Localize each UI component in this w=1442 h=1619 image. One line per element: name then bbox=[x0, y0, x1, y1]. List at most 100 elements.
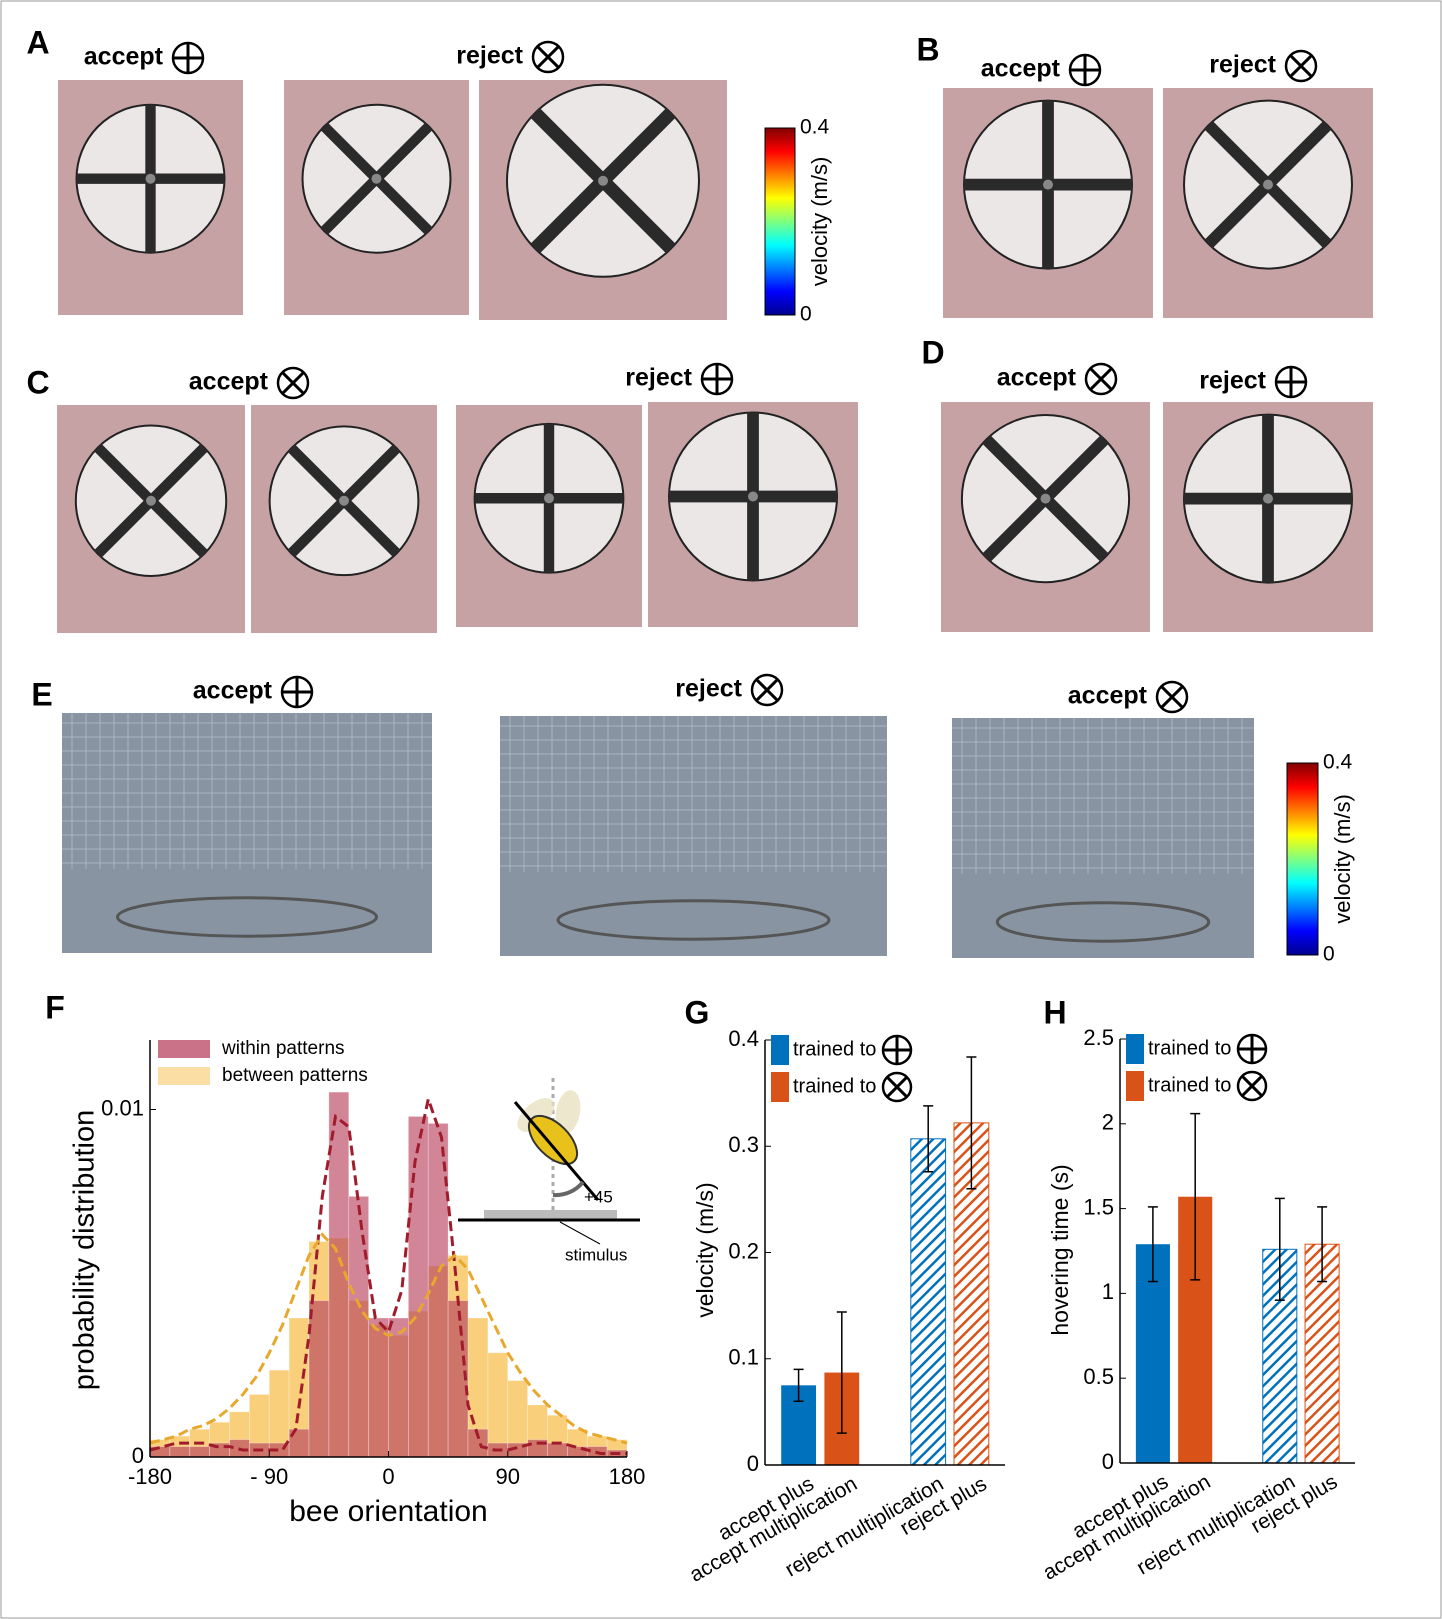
y-tick-label: 2.5 bbox=[1083, 1025, 1114, 1050]
stimulus-center bbox=[339, 496, 349, 506]
cross-icon bbox=[752, 675, 782, 705]
hist-bar bbox=[488, 1353, 508, 1457]
stimulus-center bbox=[1043, 180, 1053, 190]
panel-label: A bbox=[26, 24, 49, 60]
photo bbox=[943, 88, 1153, 318]
photo bbox=[284, 80, 469, 315]
y-tick-label: 0 bbox=[1102, 1449, 1114, 1474]
y-axis-label: hovering time (s) bbox=[1047, 1164, 1073, 1335]
stimulus-center bbox=[372, 174, 382, 184]
y-tick-label: 0 bbox=[747, 1451, 759, 1476]
legend-swatch bbox=[771, 1035, 789, 1065]
panel-title: accept bbox=[84, 43, 164, 71]
stimulus-center bbox=[146, 174, 156, 184]
legend-label: trained to bbox=[1148, 1037, 1231, 1059]
plus-icon bbox=[1238, 1035, 1266, 1063]
photo bbox=[456, 405, 642, 627]
y-tick-label: 0 bbox=[132, 1443, 144, 1468]
colorbar-tick-label: 0.4 bbox=[800, 116, 830, 139]
cross-icon bbox=[1157, 682, 1187, 712]
photo bbox=[1163, 402, 1373, 632]
plus-icon bbox=[702, 364, 732, 394]
photo bbox=[58, 80, 243, 315]
panel-title: accept bbox=[1068, 682, 1148, 710]
plus-icon bbox=[1070, 55, 1100, 85]
photo bbox=[941, 402, 1150, 632]
hist-bar bbox=[408, 1116, 428, 1457]
photo bbox=[1163, 88, 1373, 318]
panel-label: F bbox=[45, 989, 65, 1025]
stimulus-center bbox=[598, 176, 608, 186]
y-tick-label: 0.5 bbox=[1083, 1364, 1114, 1389]
x-tick-label: 180 bbox=[609, 1464, 646, 1489]
panel-label: H bbox=[1043, 994, 1066, 1030]
colorbar-tick-label: 0 bbox=[800, 303, 812, 326]
panel-title: accept bbox=[193, 677, 273, 705]
stimulus-center bbox=[1263, 180, 1273, 190]
y-tick-label: 0.01 bbox=[101, 1095, 144, 1120]
y-tick-label: 1 bbox=[1102, 1279, 1114, 1304]
panel-title: reject bbox=[456, 42, 523, 70]
panel-title: reject bbox=[625, 364, 692, 392]
panel-title: accept bbox=[189, 368, 269, 396]
y-tick-label: 0.2 bbox=[728, 1238, 759, 1263]
stimulus-center bbox=[544, 493, 554, 503]
panel-label: G bbox=[685, 994, 710, 1030]
plus-icon bbox=[173, 43, 203, 73]
cross-icon bbox=[883, 1073, 911, 1101]
y-axis-label: probability distribution bbox=[69, 1110, 101, 1390]
plus-icon bbox=[1276, 367, 1306, 397]
colorbar bbox=[1287, 763, 1318, 955]
hist-bar bbox=[369, 1318, 389, 1457]
x-tick-label: - 90 bbox=[250, 1464, 288, 1489]
hist-bar bbox=[190, 1447, 210, 1457]
x-tick-label: 90 bbox=[496, 1464, 520, 1489]
panel-label: B bbox=[916, 31, 939, 67]
figure: Aaccept reject Baccept reject Caccept reject D… bbox=[0, 0, 1442, 1619]
cross-icon bbox=[533, 42, 563, 72]
panel-label: D bbox=[921, 334, 944, 370]
legend-label: trained to bbox=[793, 1038, 876, 1060]
legend-swatch bbox=[771, 1072, 789, 1102]
photo bbox=[952, 718, 1254, 958]
cross-icon bbox=[278, 368, 308, 398]
plus-icon bbox=[883, 1036, 911, 1064]
inset-stimulus-label: stimulus bbox=[565, 1245, 627, 1264]
legend-swatch bbox=[1126, 1034, 1144, 1064]
y-tick-label: 0.4 bbox=[728, 1026, 759, 1051]
x-tick-label: 0 bbox=[382, 1464, 394, 1489]
x-axis-label: bee orientation bbox=[289, 1495, 488, 1528]
inset-angle: +45 bbox=[584, 1187, 613, 1206]
colorbar-label: velocity (m/s) bbox=[807, 157, 832, 287]
hist-bar bbox=[428, 1123, 448, 1457]
hist-bar bbox=[349, 1196, 369, 1457]
bar bbox=[911, 1139, 946, 1465]
cross-icon bbox=[1238, 1072, 1266, 1100]
legend-swatch bbox=[158, 1040, 210, 1058]
hist-bar bbox=[389, 1318, 409, 1457]
panel-title: accept bbox=[997, 364, 1077, 392]
photo bbox=[479, 80, 727, 320]
colorbar-tick-label: 0.4 bbox=[1323, 751, 1353, 774]
y-axis-label: velocity (m/s) bbox=[692, 1182, 718, 1317]
plus-icon bbox=[282, 677, 312, 707]
colorbar-tick-label: 0 bbox=[1323, 943, 1335, 966]
panel-label: E bbox=[31, 676, 52, 712]
panel-title: reject bbox=[1199, 367, 1266, 395]
legend-label: trained to bbox=[1148, 1074, 1231, 1096]
y-tick-label: 1.5 bbox=[1083, 1194, 1114, 1219]
y-tick-label: 2 bbox=[1102, 1110, 1114, 1135]
photo bbox=[57, 405, 245, 633]
stimulus-center bbox=[146, 496, 156, 506]
stimulus-center bbox=[748, 492, 758, 502]
photo bbox=[62, 713, 432, 953]
photo bbox=[251, 405, 437, 633]
photo bbox=[500, 716, 887, 956]
y-tick-label: 0.1 bbox=[728, 1345, 759, 1370]
legend-swatch bbox=[158, 1067, 210, 1085]
hist-bar bbox=[170, 1447, 190, 1457]
colorbar bbox=[765, 128, 795, 315]
legend-label: trained to bbox=[793, 1075, 876, 1097]
legend-label: between patterns bbox=[222, 1065, 368, 1086]
panel-label: C bbox=[26, 364, 49, 400]
